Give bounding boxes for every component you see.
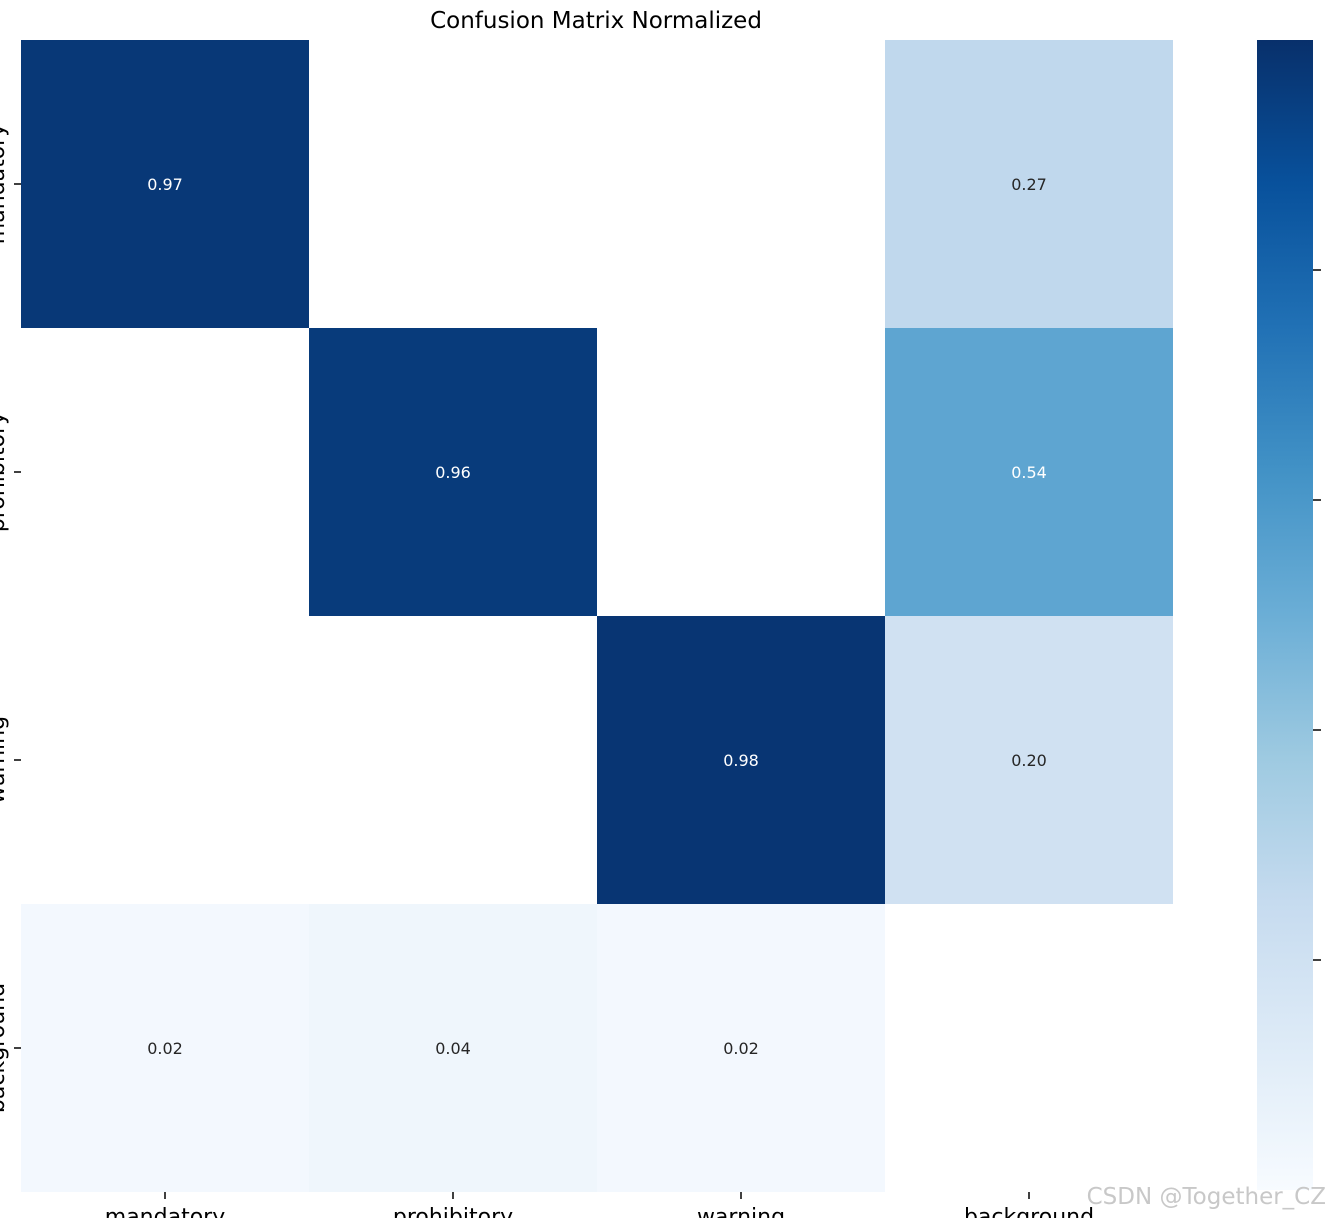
y-tick-label-prohibitory: prohibitory [0, 412, 10, 532]
x-tick-label-background: background [964, 1205, 1094, 1218]
heatmap-cell-warning-warning [597, 616, 885, 904]
heatmap-cell-warning-background [885, 616, 1173, 904]
y-tick-label-warning: warning [0, 716, 10, 804]
heatmap-cell-background-mandatory [21, 904, 309, 1192]
y-tick-label-mandatory: mandatory [0, 124, 10, 244]
cell-value-label: 0.20 [1011, 751, 1047, 770]
x-tick-label-warning: warning [697, 1205, 785, 1218]
heatmap-cell-prohibitory-background [885, 328, 1173, 616]
heatmap-cell-background-warning [597, 904, 885, 1192]
heatmap-cell-mandatory-mandatory [21, 40, 309, 328]
cell-value-label: 0.02 [147, 1039, 183, 1058]
chart-title: Confusion Matrix Normalized [430, 8, 762, 34]
heatmap-cell-mandatory-background [885, 40, 1173, 328]
cell-value-label: 0.97 [147, 175, 183, 194]
cell-value-label: 0.04 [435, 1039, 471, 1058]
heatmap-cell-prohibitory-prohibitory [309, 328, 597, 616]
x-tick-label-mandatory: mandatory [105, 1205, 225, 1218]
colorbar [1257, 40, 1313, 1190]
cell-value-label: 0.54 [1011, 463, 1047, 482]
cell-value-label: 0.02 [723, 1039, 759, 1058]
cell-value-label: 0.98 [723, 751, 759, 770]
cell-value-label: 0.96 [435, 463, 471, 482]
heatmap-cell-background-prohibitory [309, 904, 597, 1192]
x-tick-label-prohibitory: prohibitory [393, 1205, 513, 1218]
y-tick-label-background: background [0, 983, 10, 1113]
watermark-text: CSDN @Together_CZ [1087, 1184, 1326, 1210]
cell-value-label: 0.27 [1011, 175, 1047, 194]
